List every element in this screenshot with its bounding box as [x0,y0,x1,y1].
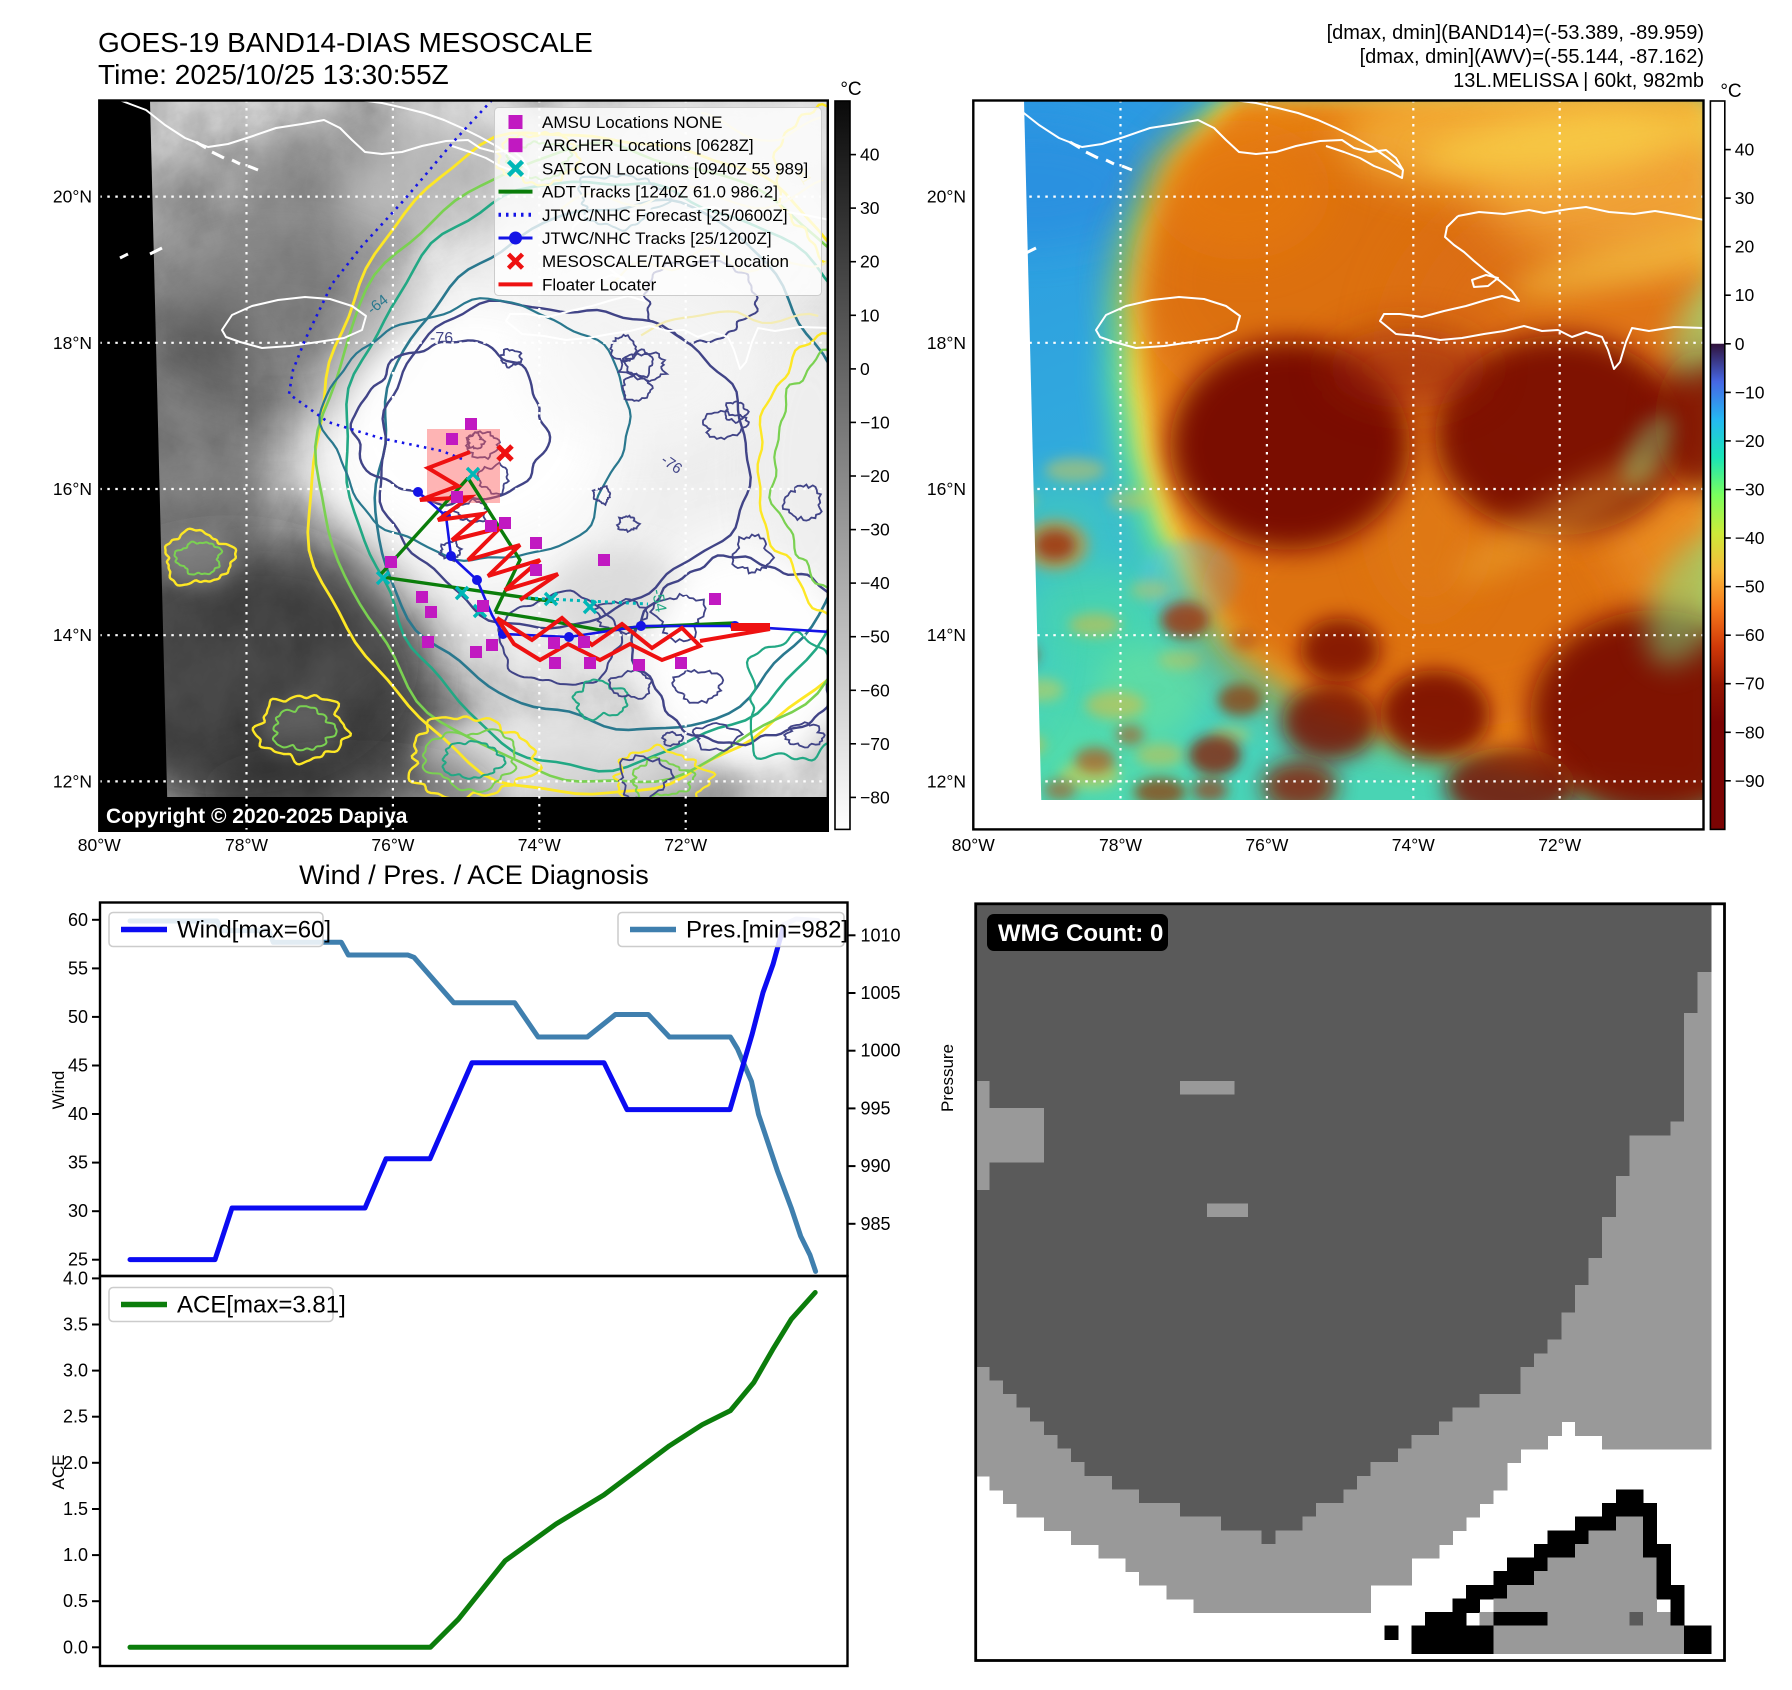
svg-text:50: 50 [68,1007,88,1027]
svg-text:1.0: 1.0 [63,1545,88,1565]
svg-text:°C: °C [840,79,861,100]
svg-text:76°W: 76°W [371,835,414,855]
svg-text:80°W: 80°W [952,835,995,855]
svg-text:−30: −30 [860,520,890,540]
svg-text:995: 995 [861,1098,891,1118]
svg-text:16°N: 16°N [53,479,92,499]
svg-text:14°N: 14°N [53,625,92,645]
svg-text:-54: -54 [648,588,669,614]
svg-text:985: 985 [861,1214,891,1234]
svg-text:0: 0 [1735,334,1745,354]
svg-text:0: 0 [860,359,870,379]
svg-text:MESOSCALE/TARGET Location: MESOSCALE/TARGET Location [542,252,789,271]
svg-text:74°W: 74°W [518,835,561,855]
svg-text:Pressure: Pressure [938,1044,957,1112]
svg-text:0.0: 0.0 [63,1637,88,1657]
svg-text:20°N: 20°N [927,187,966,207]
svg-text:JTWC/NHC Forecast [25/0600Z]: JTWC/NHC Forecast [25/0600Z] [542,206,788,225]
svg-text:72°W: 72°W [664,835,707,855]
svg-text:WMG Count: 0: WMG Count: 0 [998,920,1163,947]
svg-text:30: 30 [860,198,880,218]
svg-text:3.5: 3.5 [63,1315,88,1335]
svg-text:10: 10 [1735,285,1755,305]
svg-text:1.5: 1.5 [63,1499,88,1519]
svg-text:−80: −80 [1735,722,1765,742]
svg-text:30: 30 [68,1201,88,1221]
svg-text:−20: −20 [1735,431,1765,451]
svg-text:80°W: 80°W [78,835,121,855]
svg-text:1005: 1005 [861,983,901,1003]
svg-text:−70: −70 [1735,674,1765,694]
svg-text:Wind[max=60]: Wind[max=60] [177,917,331,944]
svg-text:60: 60 [68,910,88,930]
svg-text:-76: -76 [430,330,453,347]
svg-text:16°N: 16°N [927,479,966,499]
svg-text:20: 20 [1735,237,1755,257]
svg-text:−90: −90 [1735,771,1765,791]
svg-text:SATCON Locations [0940Z 55 989: SATCON Locations [0940Z 55 989] [542,159,808,178]
svg-text:18°N: 18°N [53,333,92,353]
svg-text:20: 20 [860,252,880,272]
svg-text:40: 40 [68,1104,88,1124]
svg-text:3.0: 3.0 [63,1361,88,1381]
svg-text:−70: −70 [860,734,890,754]
svg-text:78°W: 78°W [1099,835,1142,855]
svg-text:1000: 1000 [861,1041,901,1061]
svg-text:12°N: 12°N [53,771,92,791]
svg-text:40: 40 [1735,140,1755,160]
svg-text:AMSU Locations NONE: AMSU Locations NONE [542,113,722,132]
svg-text:−40: −40 [1735,528,1765,548]
svg-text:−50: −50 [860,627,890,647]
svg-text:45: 45 [68,1056,88,1076]
svg-text:18°N: 18°N [927,333,966,353]
svg-text:°C: °C [1720,81,1741,102]
svg-text:−20: −20 [860,466,890,486]
svg-text:40: 40 [860,145,880,165]
svg-text:−80: −80 [860,787,890,807]
svg-text:−60: −60 [1735,625,1765,645]
svg-text:−50: −50 [1735,577,1765,597]
svg-text:Wind: Wind [49,1071,68,1110]
svg-text:Wind / Pres. / ACE Diagnosis: Wind / Pres. / ACE Diagnosis [299,860,649,890]
svg-text:ACE[max=3.81]: ACE[max=3.81] [177,1292,346,1319]
svg-text:0.5: 0.5 [63,1591,88,1611]
svg-text:JTWC/NHC Tracks [25/1200Z]: JTWC/NHC Tracks [25/1200Z] [542,229,772,248]
svg-text:13L.MELISSA | 60kt, 982mb: 13L.MELISSA | 60kt, 982mb [1453,70,1704,92]
svg-text:Floater Locater: Floater Locater [542,275,657,294]
svg-text:−10: −10 [1735,382,1765,402]
svg-text:55: 55 [68,958,88,978]
svg-text:−60: −60 [860,680,890,700]
svg-text:4.0: 4.0 [63,1268,88,1288]
svg-text:−30: −30 [1735,480,1765,500]
svg-text:78°W: 78°W [225,835,268,855]
svg-text:[dmax, dmin](AWV)=(-55.144, -8: [dmax, dmin](AWV)=(-55.144, -87.162) [1360,46,1704,68]
svg-text:10: 10 [860,305,880,325]
svg-text:GOES-19 BAND14-DIAS MESOSCALE: GOES-19 BAND14-DIAS MESOSCALE [98,27,593,58]
svg-text:14°N: 14°N [927,625,966,645]
svg-text:74°W: 74°W [1392,835,1435,855]
svg-text:[dmax, dmin](BAND14)=(-53.389,: [dmax, dmin](BAND14)=(-53.389, -89.959) [1327,22,1704,44]
svg-text:35: 35 [68,1153,88,1173]
svg-text:20°N: 20°N [53,187,92,207]
svg-text:25: 25 [68,1250,88,1270]
svg-text:30: 30 [1735,188,1755,208]
svg-text:−40: −40 [860,573,890,593]
svg-text:ADT Tracks [1240Z 61.0 986.2]: ADT Tracks [1240Z 61.0 986.2] [542,183,778,202]
svg-text:Copyright © 2020-2025 Dapiya: Copyright © 2020-2025 Dapiya [106,805,408,828]
svg-text:ACE: ACE [49,1455,68,1490]
svg-text:ARCHER Locations [0628Z]: ARCHER Locations [0628Z] [542,136,754,155]
svg-text:1010: 1010 [861,925,901,945]
svg-text:2.0: 2.0 [63,1453,88,1473]
svg-text:2.5: 2.5 [63,1407,88,1427]
svg-text:−10: −10 [860,412,890,432]
svg-text:76°W: 76°W [1245,835,1288,855]
svg-text:12°N: 12°N [927,771,966,791]
svg-text:Pres.[min=982]: Pres.[min=982] [686,917,848,944]
svg-text:Time: 2025/10/25 13:30:55Z: Time: 2025/10/25 13:30:55Z [98,59,449,90]
svg-text:72°W: 72°W [1538,835,1581,855]
svg-text:990: 990 [861,1156,891,1176]
